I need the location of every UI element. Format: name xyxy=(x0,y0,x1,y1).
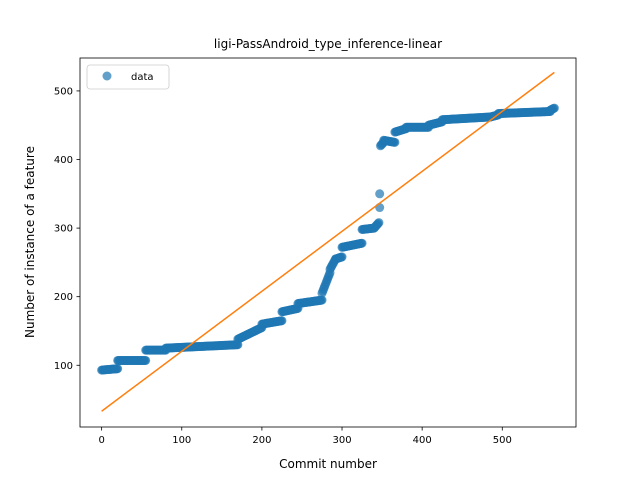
x-tick-label: 200 xyxy=(252,435,271,446)
legend-label: data xyxy=(131,72,154,83)
axes-frame xyxy=(79,57,577,428)
data-point xyxy=(277,316,287,326)
y-tick-label: 100 xyxy=(54,361,73,372)
x-axis-label: Commit number xyxy=(279,457,377,471)
data-point xyxy=(374,218,384,228)
data-point xyxy=(549,103,559,113)
x-tick-label: 500 xyxy=(493,435,512,446)
x-tick-label: 400 xyxy=(413,435,432,446)
y-tick-label: 300 xyxy=(54,224,73,235)
x-tick-label: 100 xyxy=(172,435,191,446)
y-axis-ticks: 100 200 300 400 500 xyxy=(54,86,80,372)
data-point xyxy=(375,189,385,199)
legend: data xyxy=(86,64,170,90)
data-point xyxy=(317,295,327,305)
data-point xyxy=(390,137,400,147)
x-tick-label: 300 xyxy=(332,435,351,446)
data-point xyxy=(375,203,385,213)
chart-title: ligi-PassAndroid_type_inference-linear xyxy=(214,37,442,51)
y-tick-label: 200 xyxy=(54,292,73,303)
data-point xyxy=(141,355,151,365)
x-tick-label: 0 xyxy=(98,435,104,446)
x-axis-ticks: 0 100 200 300 400 500 xyxy=(98,427,512,446)
y-axis-label: Number of instance of a feature xyxy=(23,146,37,338)
legend-marker xyxy=(102,71,112,81)
legend-box xyxy=(86,64,170,90)
fit-line xyxy=(101,71,555,412)
data-point xyxy=(113,364,123,374)
y-tick-label: 400 xyxy=(54,155,73,166)
plot-area xyxy=(97,71,559,412)
y-tick-label: 500 xyxy=(54,86,73,97)
data-point xyxy=(337,252,347,262)
data-point xyxy=(357,238,367,248)
